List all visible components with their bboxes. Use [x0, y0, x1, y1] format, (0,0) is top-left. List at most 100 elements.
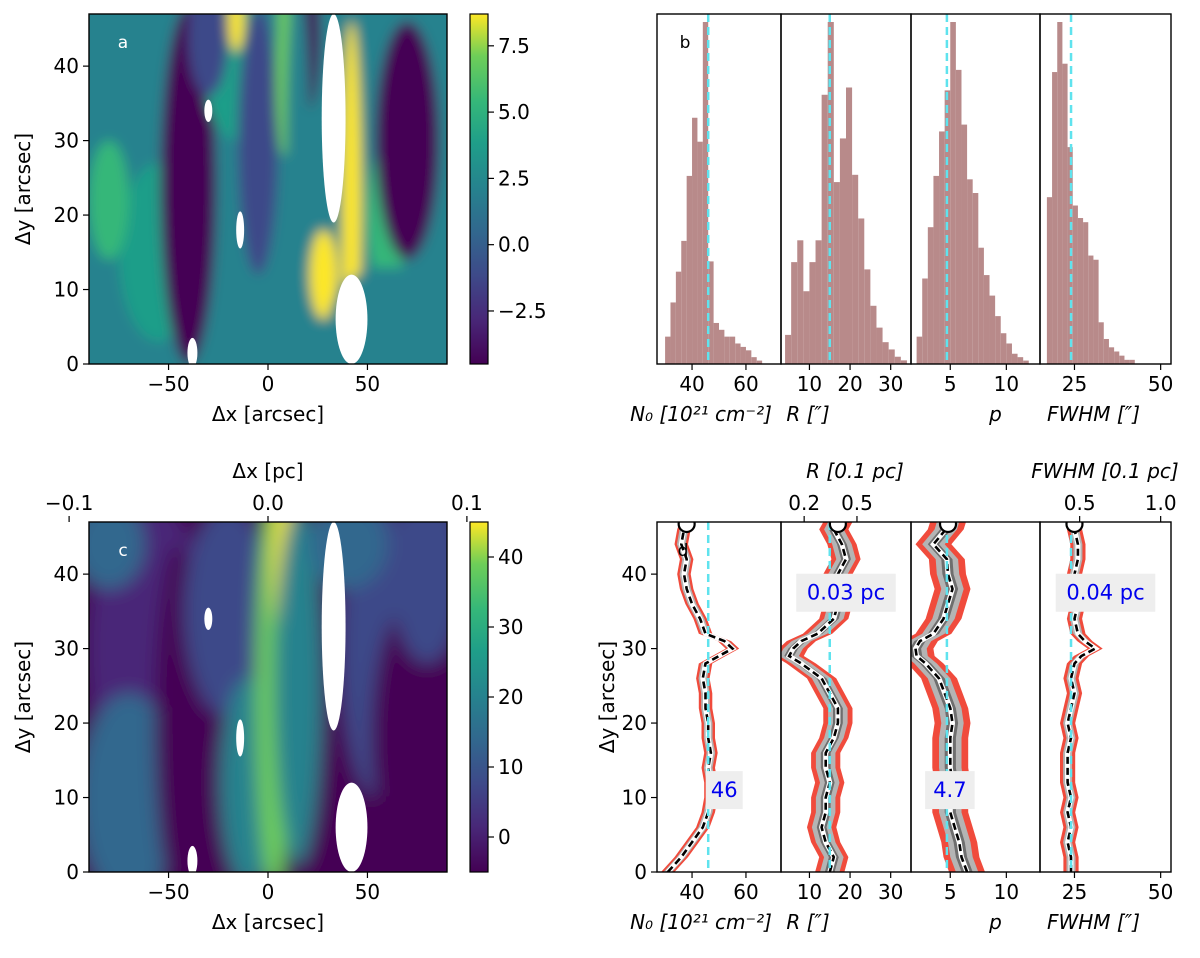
profile-plot — [781, 522, 861, 872]
histogram-bar — [1023, 360, 1029, 364]
histogram-bar — [870, 305, 877, 364]
profile-R: 10 20 30 R [″] 0.03 pc 0.2 0.5 R [0.1 pc] — [780, 459, 912, 934]
histogram-bar — [1017, 357, 1024, 364]
y-tick-label: 20 — [54, 203, 79, 227]
masked-region — [236, 719, 245, 757]
top-x-tick-label: −0.1 — [45, 491, 94, 515]
heatmap-field — [89, 522, 447, 872]
histogram-bar — [785, 334, 792, 364]
histogram-bar — [961, 124, 968, 364]
histogram-bar — [900, 360, 907, 364]
median-label-box — [705, 771, 743, 810]
y-axis-label: Δy [arcsec] — [595, 641, 619, 753]
heatmap-blob — [238, 14, 278, 275]
masked-region — [321, 14, 346, 223]
y-tick-label: 0 — [66, 860, 79, 884]
colorbar — [469, 13, 489, 365]
x-tick-label: 30 — [878, 880, 903, 904]
x-axis-label: p — [988, 910, 1002, 934]
y-tick-label: 10 — [54, 786, 79, 810]
x-tick-label: 40 — [679, 372, 704, 396]
top-x-axis-label: FWHM [0.1 pc] — [1031, 459, 1178, 483]
histogram-bar — [692, 117, 698, 364]
colorbar-tick-label: 20 — [498, 685, 523, 709]
histogram-bar — [858, 218, 865, 364]
colorbar-tick-label: 30 — [498, 615, 523, 639]
x-axis-label: N₀ [10²¹ cm⁻²] — [630, 402, 772, 426]
histogram-bar — [1129, 359, 1135, 364]
median-label-box — [1055, 573, 1156, 612]
x-tick-label: 20 — [837, 372, 862, 396]
histogram-bar — [876, 327, 883, 364]
median-value-label: 46 — [711, 778, 738, 802]
y-tick-label: 20 — [622, 711, 647, 735]
masked-region — [335, 782, 368, 872]
y-axis-label: Δy [arcsec] — [11, 641, 35, 753]
histogram-bar — [1083, 222, 1089, 364]
panel-label: b — [680, 33, 691, 53]
x-tick-label: 5 — [944, 372, 957, 396]
histogram-bar — [681, 240, 687, 364]
histogram-bar — [978, 247, 984, 364]
histogram-bar — [1052, 72, 1058, 365]
histogram-bar — [995, 316, 1001, 364]
masked-region — [321, 522, 346, 731]
heatmap-blob — [307, 522, 388, 590]
x-axis-label: FWHM [″] — [1047, 910, 1140, 934]
histogram-bar — [1072, 205, 1078, 364]
median-value-label: 0.03 pc — [807, 581, 885, 605]
histogram-bar — [972, 193, 979, 364]
heatmap-image — [89, 522, 447, 872]
y-tick-label: 10 — [622, 786, 647, 810]
heatmap-field — [89, 14, 447, 364]
x-tick-label: 20 — [837, 880, 862, 904]
top-x-tick-label: 0.1 — [451, 491, 483, 515]
colorbar-tick-label: 0.0 — [498, 233, 530, 257]
x-tick-label: 60 — [733, 372, 758, 396]
y-tick-label: 20 — [54, 711, 79, 735]
x-tick-label: 50 — [1148, 372, 1173, 396]
x-tick-label: 30 — [878, 372, 903, 396]
heatmap-blob — [160, 14, 217, 364]
histogram-bar — [922, 278, 928, 364]
histogram-bar — [967, 179, 973, 364]
histogram-bar — [864, 269, 871, 364]
histogram-bar — [686, 175, 693, 364]
masked-region — [204, 99, 213, 122]
x-axis-label: R [″] — [786, 910, 829, 934]
histogram-bar — [1006, 343, 1012, 364]
histogram-bar — [809, 262, 816, 364]
endpoint-marker — [828, 522, 847, 534]
top-x-tick-label: 0.0 — [252, 491, 284, 515]
heatmap-blob — [375, 21, 440, 260]
histogram-bar — [1114, 351, 1120, 364]
y-tick-label: 30 — [622, 637, 647, 661]
histogram-bar — [724, 336, 730, 364]
x-tick-label: 10 — [994, 880, 1019, 904]
top-x-axis-label: R [0.1 pc] — [806, 459, 904, 483]
histogram-bar — [1088, 255, 1094, 364]
y-tick-label: 30 — [54, 129, 79, 153]
masked-region — [187, 337, 198, 364]
histogram-bar — [821, 94, 828, 364]
histogram-bar — [1057, 22, 1063, 364]
colorbar-tick-label: 40 — [498, 545, 523, 569]
histogram-bar — [745, 350, 752, 364]
x-tick-label: 10 — [994, 372, 1019, 396]
heatmap-blob — [89, 140, 129, 260]
y-tick-label: 40 — [54, 562, 79, 586]
x-axis-label: FWHM [″] — [1047, 402, 1140, 426]
masked-region — [236, 211, 245, 249]
histogram-bar — [740, 346, 746, 364]
profile-N0: 40 60 N₀ [10²¹ cm⁻²] 46 — [630, 521, 782, 934]
histogram-bar — [735, 343, 741, 364]
histogram-bar — [1124, 359, 1130, 364]
x-axis-label: Δx [arcsec] — [212, 402, 324, 426]
histogram-bar — [697, 141, 703, 364]
colorbar-tick-label: 5.0 — [498, 100, 530, 124]
histogram-bar — [927, 227, 934, 364]
x-axis-label: R [″] — [786, 402, 829, 426]
hist-FWHM: 25 50 FWHM [″] — [1039, 13, 1173, 426]
histogram-bar — [933, 175, 940, 364]
